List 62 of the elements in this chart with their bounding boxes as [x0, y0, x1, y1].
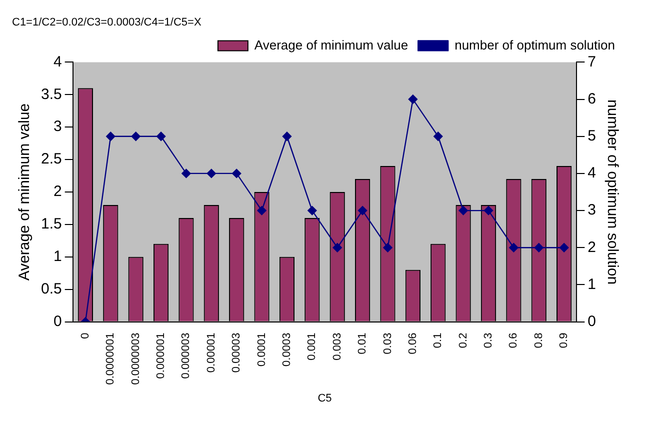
y-axis-title: Average of minimum value — [16, 103, 34, 281]
x-tick-label: 0.01 — [356, 332, 369, 354]
y-tick-label: 2.5 — [40, 150, 62, 168]
x-tick-label: 0.1 — [432, 332, 444, 348]
point — [182, 168, 191, 178]
x-tick-label: 0.001 — [306, 332, 318, 360]
x-tick-label: 0.8 — [532, 332, 545, 348]
point — [308, 206, 317, 216]
y2-tick-label: 6 — [588, 90, 596, 108]
point — [106, 132, 116, 141]
y2-tick-label: 5 — [588, 128, 596, 145]
x-tick-label: 0.6 — [508, 332, 520, 348]
x-tick-label: 0.000003 — [180, 332, 192, 379]
x-tick-label: 0.03 — [382, 332, 394, 354]
y-tick-label: 2 — [54, 183, 62, 200]
point — [484, 206, 494, 216]
point — [282, 132, 292, 141]
y2-axis-title: number of optimum solution — [604, 99, 621, 285]
x-tick-label: 0.00003 — [230, 332, 243, 373]
point — [458, 206, 468, 216]
point — [434, 132, 443, 141]
y-tick-label: 0 — [54, 312, 62, 330]
x-tick-label: 0.0003 — [281, 332, 293, 366]
point — [358, 206, 368, 216]
x-tick-label: 0.0001 — [256, 332, 268, 366]
y-tick-label: 4 — [54, 53, 62, 70]
point — [408, 94, 418, 104]
x-tick-label: 0.2 — [457, 332, 470, 348]
point — [509, 243, 518, 252]
point — [206, 168, 216, 178]
y2-tick-label: 7 — [588, 53, 596, 70]
y-tick-label: 3.5 — [40, 86, 62, 103]
y2-tick-label: 1 — [588, 276, 596, 293]
x-tick-label: 0.00001 — [205, 332, 218, 373]
y2-tick-label: 3 — [588, 202, 596, 219]
x-tick-label: 0.0000001 — [104, 332, 117, 385]
point — [383, 243, 392, 252]
legend-label: Average of minimum value — [254, 37, 408, 52]
point — [257, 206, 266, 216]
y2-tick-label: 4 — [588, 164, 596, 182]
x-tick-label: 0.0000003 — [130, 332, 142, 385]
x-tick-label: 0.06 — [406, 332, 419, 354]
x-tick-label: 0.9 — [558, 332, 570, 348]
point — [559, 243, 569, 252]
x-tick-label: 0.3 — [482, 332, 495, 348]
chart-title: C1=1/C2=0.02/C3=0.0003/C4=1/C5=X — [12, 16, 202, 29]
x-tick-label: 0.000001 — [155, 332, 168, 379]
y-tick-label: 1.5 — [40, 216, 62, 233]
point — [332, 243, 342, 252]
x-axis-title: C5 — [318, 392, 332, 404]
y2-tick-label: 0 — [588, 312, 596, 330]
point — [232, 168, 242, 178]
point — [534, 243, 544, 252]
x-tick-label: 0.003 — [331, 332, 344, 360]
point — [131, 132, 140, 141]
legend-label: number of optimum solution — [454, 37, 616, 52]
y-tick-label: 3 — [54, 118, 62, 136]
y-tick-label: 0.5 — [40, 280, 62, 298]
y-tick-label: 1 — [54, 248, 62, 266]
y2-tick-label: 2 — [588, 238, 596, 256]
x-tick-label: 0 — [79, 332, 92, 339]
point — [156, 132, 166, 141]
